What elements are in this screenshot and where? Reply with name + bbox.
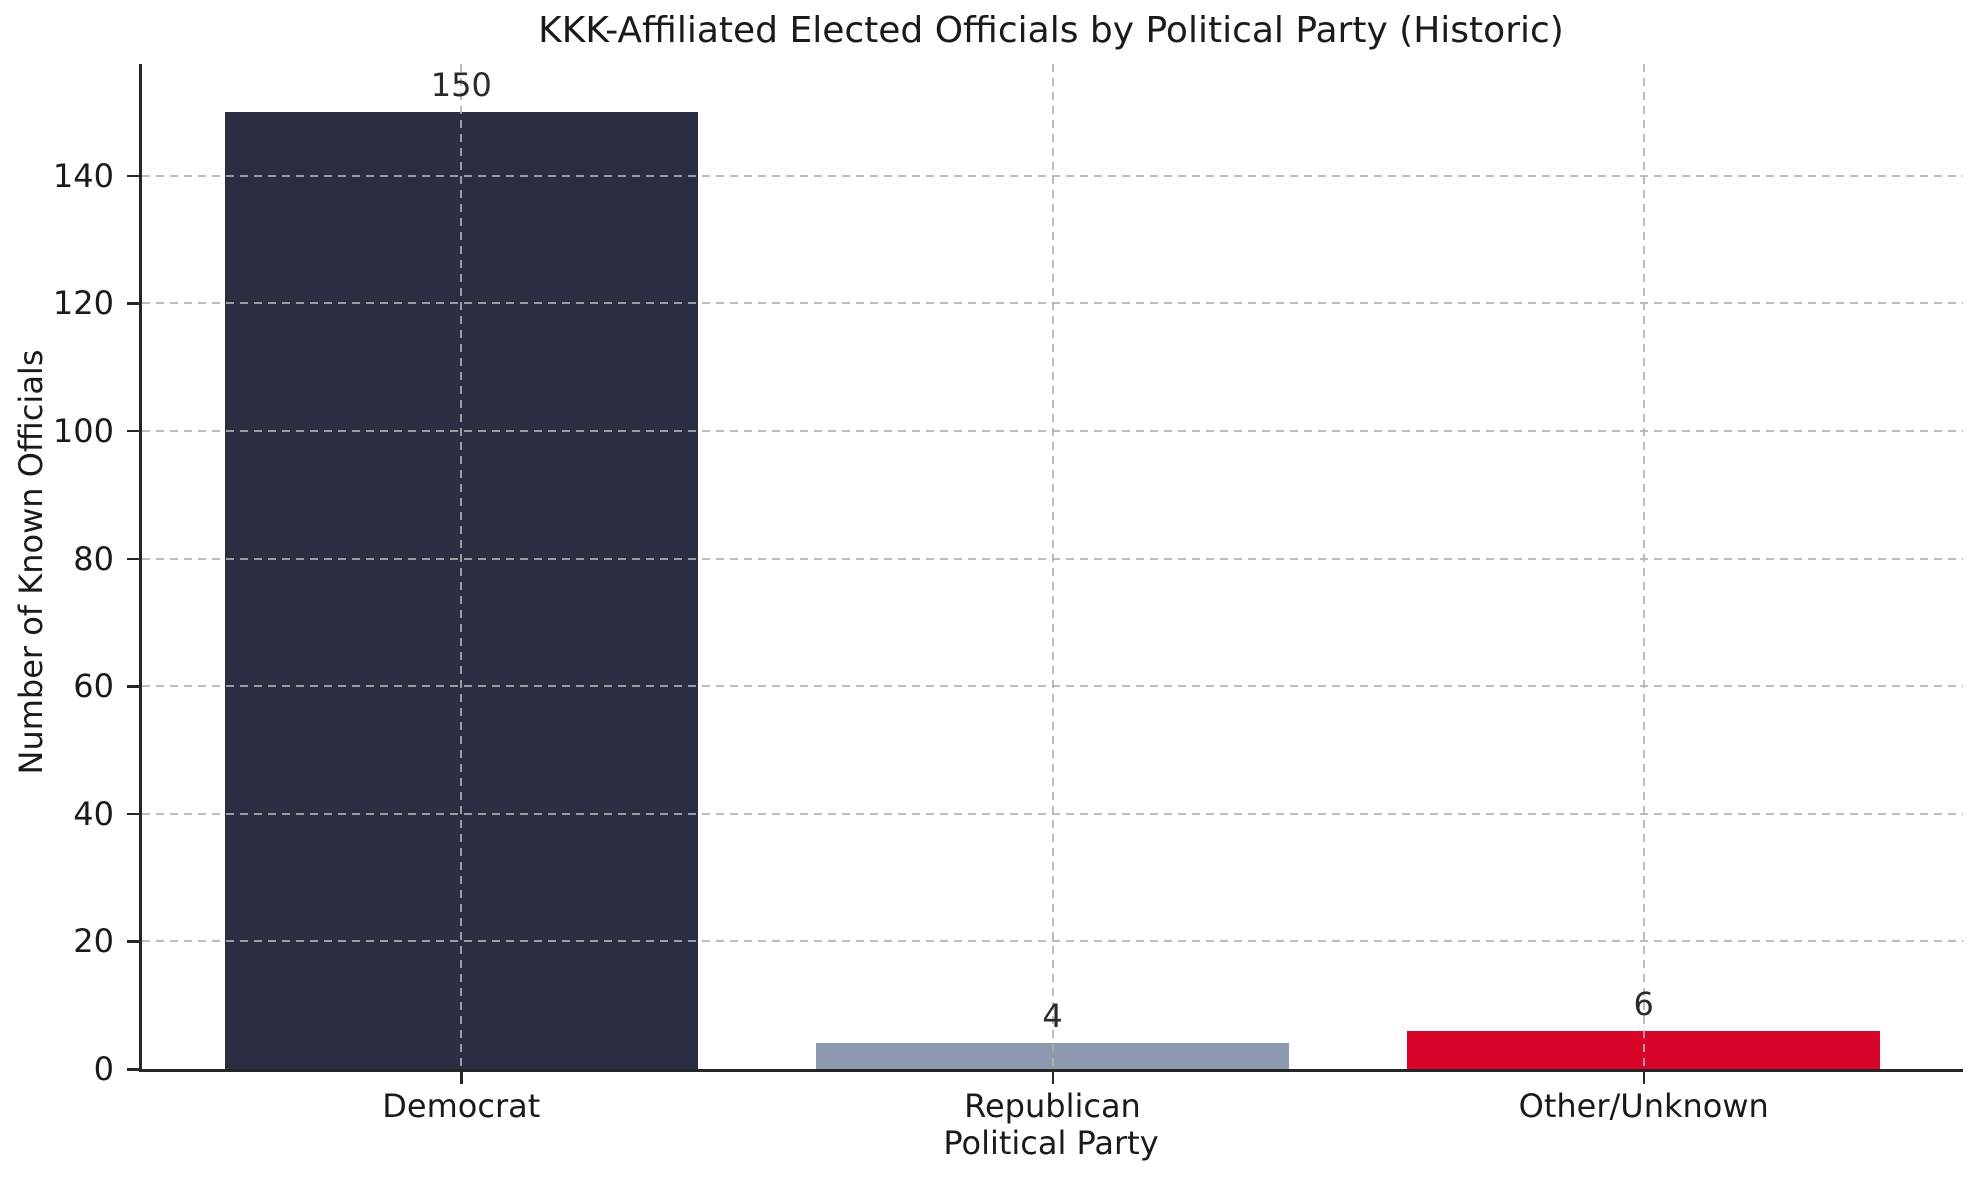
y-tick-label: 20 xyxy=(73,922,114,961)
y-tick-label: 140 xyxy=(52,156,114,195)
x-tick-label-democrat: Democrat xyxy=(382,1087,541,1125)
chart-title: KKK-Affiliated Elected Officials by Poli… xyxy=(538,10,1564,51)
y-tick-label: 100 xyxy=(52,411,114,450)
y-tick-mark xyxy=(127,174,139,178)
y-tick-mark xyxy=(127,940,139,943)
y-tick-label: 0 xyxy=(93,1050,114,1088)
y-tick-mark xyxy=(127,1068,139,1071)
value-label-democrat: 150 xyxy=(430,65,492,104)
x-tick-mark xyxy=(1642,1072,1646,1084)
x-tick-mark xyxy=(460,1072,463,1084)
value-label-republican: 4 xyxy=(1042,997,1063,1036)
y-tick-mark xyxy=(127,812,139,816)
x-tick-label-other-unknown: Other/Unknown xyxy=(1518,1087,1769,1125)
x-axis-label: Political Party xyxy=(943,1124,1159,1162)
plot-area: 150 4 6 0 20 40 60 80 100 120 140 Democrat Republica… xyxy=(53,64,1963,1125)
y-tick-mark xyxy=(127,302,139,305)
y-tick-label: 60 xyxy=(73,667,114,706)
y-tick-mark xyxy=(127,429,139,433)
x-tick-label-republican: Republican xyxy=(964,1087,1141,1125)
value-label-other-unknown: 6 xyxy=(1633,984,1654,1023)
gridline-vertical xyxy=(1051,64,1054,1069)
y-tick-label: 120 xyxy=(52,284,114,323)
bar-other-unknown xyxy=(1407,1030,1881,1069)
gridline-vertical xyxy=(1642,64,1645,1069)
y-tick-mark xyxy=(127,685,139,688)
bar-democrat xyxy=(224,111,698,1069)
y-tick-mark xyxy=(127,557,139,561)
bar-republican xyxy=(816,1043,1289,1069)
y-tick-label: 40 xyxy=(73,794,114,833)
x-tick-mark xyxy=(1051,1072,1054,1084)
y-tick-label: 80 xyxy=(73,539,114,578)
